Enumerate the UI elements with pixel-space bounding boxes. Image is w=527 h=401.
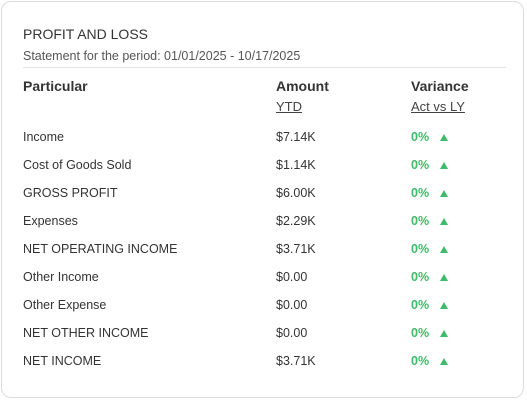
up-arrow-icon	[440, 162, 448, 169]
amount: $3.71K	[276, 354, 316, 368]
row-label: GROSS PROFIT	[23, 186, 118, 200]
row-label: Other Income	[23, 270, 99, 284]
amount: $0.00	[276, 298, 308, 312]
amount: $3.71K	[276, 242, 316, 256]
title: PROFIT AND LOSS	[23, 26, 148, 42]
amount: $6.00K	[276, 186, 316, 200]
row-label: Income	[23, 130, 64, 144]
column-subheader: YTD	[276, 99, 302, 114]
row-label: Cost of Goods Sold	[23, 158, 132, 172]
amount: $2.29K	[276, 214, 316, 228]
row-label: Other Expense	[23, 298, 107, 312]
variance: 0%	[411, 158, 430, 172]
up-arrow-icon	[440, 358, 448, 365]
up-arrow-icon	[440, 330, 448, 337]
column-header: Particular	[23, 78, 88, 94]
variance: 0%	[411, 186, 430, 200]
up-arrow-icon	[440, 190, 448, 197]
row-label: Expenses	[23, 214, 78, 228]
variance: 0%	[411, 270, 430, 284]
amount: $1.14K	[276, 158, 316, 172]
row-label: NET OPERATING INCOME	[23, 242, 178, 256]
up-arrow-icon	[440, 274, 448, 281]
amount: $0.00	[276, 270, 308, 284]
variance: 0%	[411, 298, 430, 312]
variance: 0%	[411, 242, 430, 256]
up-arrow-icon	[440, 134, 448, 141]
subtitle: Statement for the period: 01/01/2025 - 1…	[23, 49, 301, 63]
column-header: Variance	[411, 78, 469, 94]
column-subheader: Act vs LY	[411, 99, 465, 114]
amount: $0.00	[276, 326, 308, 340]
variance: 0%	[411, 354, 430, 368]
divider	[23, 67, 506, 68]
up-arrow-icon	[440, 218, 448, 225]
variance: 0%	[411, 130, 430, 144]
column-header: Amount	[276, 78, 329, 94]
amount: $7.14K	[276, 130, 316, 144]
up-arrow-icon	[440, 246, 448, 253]
up-arrow-icon	[440, 302, 448, 309]
variance: 0%	[411, 214, 430, 228]
row-label: NET OTHER INCOME	[23, 326, 149, 340]
row-label: NET INCOME	[23, 354, 102, 368]
variance: 0%	[411, 326, 430, 340]
